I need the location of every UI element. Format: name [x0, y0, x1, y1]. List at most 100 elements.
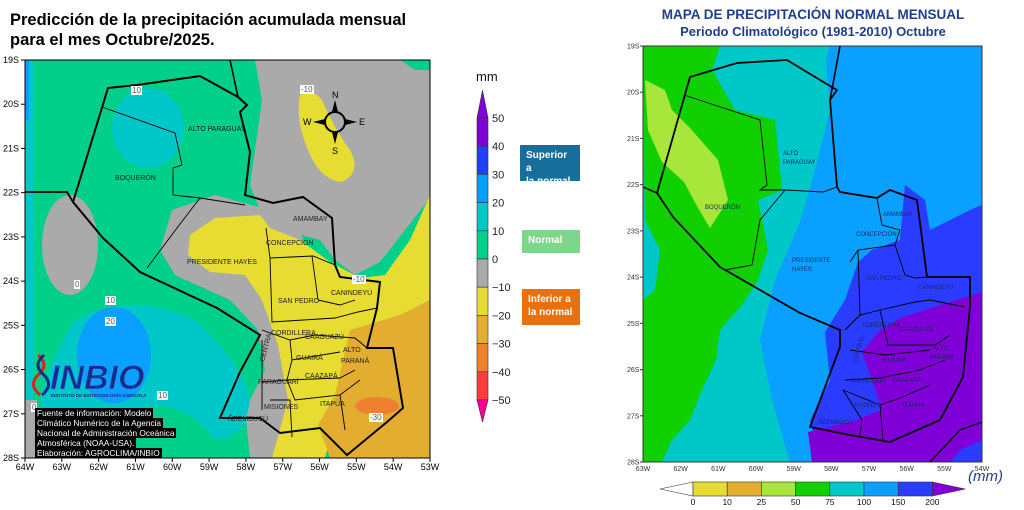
- legend-tick-label: −20: [492, 310, 511, 322]
- lon-tick-label: 59W: [200, 462, 219, 472]
- colorbar-arrow-left: [659, 481, 694, 497]
- left-forecast-map: ALTO PARAGUAY BOQUERÓN PRESIDENTE HAYES …: [3, 55, 440, 472]
- paraguay-border-right: [656, 59, 971, 443]
- dept-label: BOQUERÓN: [705, 204, 740, 211]
- anomaly-region-cyan: [25, 60, 33, 458]
- lat-tick-label: 22S: [3, 188, 19, 198]
- contour-label: -30: [369, 413, 383, 422]
- left-title-line2: para el mes Octubre/2025.: [10, 31, 215, 49]
- dept-label: SAN PEDRO: [866, 276, 902, 282]
- legend-tick-label: 50: [492, 113, 504, 125]
- lon-tick-label: 58W: [824, 466, 839, 473]
- source-line: Atmosférica (NOAA-USA).: [35, 438, 137, 448]
- compass-s: S: [332, 146, 338, 156]
- lat-tick-label: 25S: [3, 320, 19, 330]
- legend-tick-label: 20: [492, 198, 504, 210]
- dept-label: PARAGUARÍ: [851, 378, 886, 385]
- dept-label: ITAPÚA: [320, 399, 345, 408]
- dept-label: PARAGUAY: [783, 160, 815, 166]
- dept-label: CONCEPCIÓN: [856, 231, 897, 238]
- lat-tick-label: 22S: [627, 182, 640, 189]
- dept-label: ALTO: [933, 346, 948, 352]
- anomaly-region-cyan-north: [112, 88, 184, 168]
- dept-label: ÑEEMBUCÚ: [818, 419, 852, 426]
- dept-label: PARANÁ: [341, 356, 370, 365]
- lon-tick-label: 57W: [862, 466, 877, 473]
- colorbar-swatch: [726, 481, 762, 497]
- logo-text: INBIO: [50, 359, 144, 397]
- dept-label: CAAGUAZÚ: [900, 326, 933, 333]
- anomaly-legend: mm 50 40 30 20 10 0 −10 −20 −30 −40 −50: [476, 69, 511, 423]
- lat-tick-label: 23S: [3, 232, 19, 242]
- lon-tick-label: 54W: [384, 462, 403, 472]
- logo-subtitle: INSTITUTO DE BIOTECNOLOGÍA AGRÍCOLA: [51, 391, 147, 398]
- department-borders-right: [683, 94, 966, 441]
- contour-label: -10: [300, 85, 314, 94]
- legend-tick-label: −30: [492, 339, 511, 351]
- dept-label: ALTO: [343, 347, 361, 354]
- colorbar-unit: (mm): [968, 468, 1003, 485]
- legend-swatch: [476, 117, 489, 147]
- legend-swatch: [476, 286, 489, 316]
- legend-tick-label: −50: [492, 395, 511, 407]
- category-above-normal: Superior a la normal: [520, 145, 580, 187]
- compass-n: N: [332, 90, 339, 100]
- compass-rose: N S E W: [303, 90, 365, 156]
- dept-label: CAAGUAZÚ: [305, 332, 344, 341]
- anomaly-region-blue-south: [77, 307, 151, 403]
- dept-label: BOQUERÓN: [115, 173, 156, 182]
- legend-swatch: [476, 145, 489, 175]
- colorbar-tick-label: 50: [791, 497, 801, 507]
- right-title-line1: MAPA DE PRECIPITACIÓN NORMAL MENSUAL: [661, 7, 965, 22]
- legend-tick-label: 10: [492, 226, 504, 238]
- source-line: Nacional de Administración Oceánica: [35, 428, 177, 438]
- lon-tick-label: 63W: [636, 466, 651, 473]
- dept-label: ÑEEMBUCÚ: [228, 414, 268, 423]
- lon-tick-label: 55W: [347, 462, 366, 472]
- lon-tick-label: 58W: [237, 462, 256, 472]
- lat-tick-label: 20S: [3, 99, 19, 109]
- legend-unit: mm: [476, 69, 498, 84]
- category-label: Superior a: [526, 150, 568, 174]
- contour-label: 0: [74, 280, 81, 289]
- legend-swatch: [476, 230, 489, 260]
- department-borders: [101, 106, 378, 438]
- colorbar-tick-label: 10: [722, 497, 732, 507]
- dept-label: SAN PEDRO: [278, 298, 320, 305]
- right-map-title: MAPA DE PRECIPITACIÓN NORMAL MENSUAL Per…: [640, 6, 986, 40]
- legend-tick-label: 0: [492, 254, 498, 266]
- anomaly-region-yellow-north: [298, 92, 355, 182]
- left-borders: [25, 59, 405, 457]
- source-note: Fuente de información: Modelo Climático …: [35, 408, 177, 458]
- colorbar-tick-label: 150: [891, 497, 905, 507]
- lat-tick-label: 27S: [627, 413, 640, 420]
- contour-label: 10: [157, 391, 168, 400]
- lat-tick-label: 26S: [3, 365, 19, 375]
- dept-label: ALTO PARAGUAY: [188, 126, 246, 133]
- right-department-labels: ALTO PARAGUAY BOQUERÓN PRESIDENTE HAYES …: [705, 151, 954, 426]
- contour-label: 0: [31, 403, 38, 412]
- colorbar-arrow-right: [932, 481, 966, 497]
- legend-tick-label: −10: [492, 282, 511, 294]
- legend-tick-label: 40: [492, 141, 504, 153]
- colorbar-tick-label: 75: [825, 497, 835, 507]
- category-label: Inferior a: [528, 294, 571, 305]
- lat-tick-label: 23S: [627, 228, 640, 235]
- inbio-logo: INBIO INSTITUTO DE BIOTECNOLOGÍA AGRÍCOL…: [32, 353, 147, 398]
- category-label: la normal: [528, 307, 573, 318]
- lat-tick-label: 21S: [627, 136, 640, 143]
- dept-label: GUAIRÁ: [883, 357, 906, 364]
- dept-label: PARAGUARÍ: [258, 377, 299, 386]
- anomaly-region-yellow: [188, 195, 430, 458]
- lat-tick-label: 28S: [3, 453, 19, 463]
- dept-label: AMAMBAY: [293, 216, 328, 223]
- colorbar-swatch: [692, 481, 728, 497]
- dept-label: PRESIDENTE: [792, 258, 830, 264]
- dept-label: CANINDEYÚ: [918, 284, 953, 291]
- dept-label: ALTO: [783, 151, 798, 157]
- compass-e: E: [359, 117, 365, 127]
- lon-tick-label: 61W: [711, 466, 726, 473]
